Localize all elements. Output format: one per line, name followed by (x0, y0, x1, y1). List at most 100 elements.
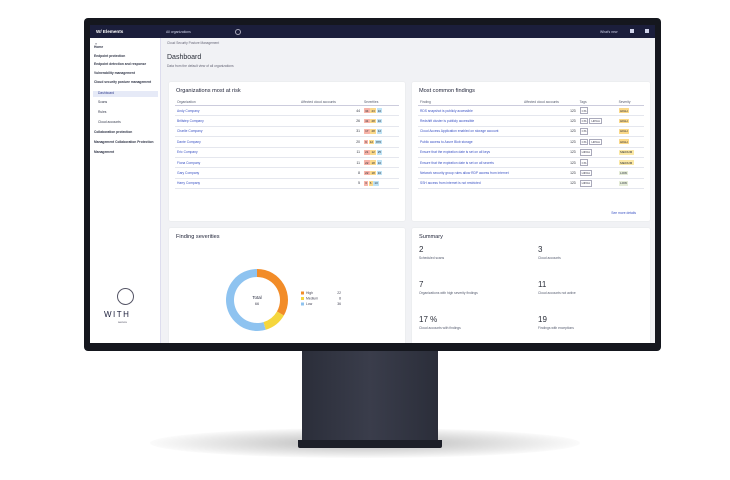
table-row: Redshift cluster is publicly accessible 1… (418, 115, 644, 127)
organization-name[interactable]: Gary Company (175, 167, 299, 179)
summary-value: 11 (538, 280, 547, 289)
column-header: Severities (361, 98, 399, 106)
whats-new[interactable]: What's new (600, 29, 618, 34)
finding-name[interactable]: SSH access from internet is not restrict… (418, 178, 522, 190)
affected-accounts: 123 (522, 167, 578, 179)
severity: HIGH (616, 136, 644, 148)
summary-label: Organizations with high severity finding… (419, 291, 478, 295)
nav-item[interactable]: Home (94, 45, 104, 49)
legend-value: 36 (337, 302, 341, 306)
breadcrumb[interactable]: Cloud Security Posture Management (167, 41, 220, 45)
organization-name[interactable]: Harry Company (175, 178, 299, 190)
table-row: Fiona Company 11 22 18 10 (175, 157, 399, 169)
severity: HIGH (616, 126, 644, 138)
legend-swatch (301, 297, 304, 300)
screen: W/ Elements All organizations What's new… (90, 25, 655, 343)
legend-swatch (301, 302, 304, 306)
nav-item[interactable]: Endpoint protection (94, 54, 126, 58)
summary-label: Cloud accounts with findings (419, 326, 461, 330)
finding-name[interactable]: Ensure that the expiration date is set o… (418, 147, 522, 158)
nav-item[interactable]: Endpoint detection and response (94, 62, 147, 66)
affected-accounts: 44 (299, 105, 362, 117)
legend-label: Low (306, 302, 313, 306)
severities: 3 6 10 (361, 178, 399, 190)
severity-chip: 16 (376, 170, 383, 176)
severity-chip: 25 (376, 149, 383, 155)
settings-icon[interactable] (235, 28, 241, 35)
severity: MEDIUM (616, 147, 644, 158)
findings-table: Finding Affected cloud accounts Tags Severi… (418, 98, 644, 190)
chat-icon[interactable] (630, 28, 634, 33)
table-row: SSH access from internet is not restrict… (418, 178, 644, 190)
legend-swatch (301, 291, 304, 295)
nav-item[interactable]: Dashboard (93, 91, 158, 97)
nav-item[interactable]: Collaboration protection (94, 130, 133, 134)
severity-chip: 41 (363, 118, 370, 124)
severity-badge: LOW (618, 181, 629, 186)
tags: CIS (577, 157, 617, 169)
severity-chip: 12 (370, 149, 376, 155)
nav-item[interactable]: Cloud security posture management (94, 80, 152, 84)
severity-chip: 6 (368, 181, 373, 186)
nav-item[interactable]: Vulnerability management (94, 71, 135, 75)
card-title: Finding severities (176, 234, 220, 240)
page-subtitle: Data from the default view of all organi… (167, 64, 234, 68)
header-row: Organization Affected cloud accounts Sever… (175, 98, 399, 106)
summary-label: Cloud accounts not active (538, 291, 576, 295)
finding-name[interactable]: Ensure that the expiration date is set o… (418, 157, 522, 169)
affected-accounts: 8 (299, 167, 362, 179)
organization-selector[interactable]: All organizations (166, 29, 191, 34)
severity-chip: 28 (370, 129, 376, 134)
donut-total: 66 (255, 302, 259, 306)
severity-chip: 22 (363, 170, 370, 176)
donut-segment (257, 269, 288, 316)
nav-item[interactable]: Management Collaboration Protection (94, 140, 154, 144)
severity-chip: 12 (376, 129, 383, 134)
severity-chip: 3 (363, 181, 368, 186)
table-row: Gary Company 8 22 18 16 (175, 167, 399, 179)
organization-name[interactable]: Fiona Company (175, 157, 299, 169)
finding-name[interactable]: Public access to Azure Blob storage (418, 136, 522, 148)
download-icon[interactable] (645, 28, 649, 33)
affected-accounts: 123 (522, 157, 578, 169)
table-row: Cloud Access Application enabled on stor… (418, 126, 644, 138)
tag: HIPAA (589, 117, 602, 125)
nav-item[interactable]: Rules (98, 110, 107, 114)
column-header: Finding (418, 98, 522, 106)
legend-value: 8 (339, 297, 341, 301)
affected-accounts: 11 (299, 147, 362, 158)
summary-value: 17 % (419, 315, 438, 324)
see-more-link[interactable]: See more details (611, 211, 636, 215)
severity-badge: HIGH (618, 139, 630, 145)
nav-item[interactable]: Management (94, 150, 115, 154)
nav-item[interactable]: Scans (98, 100, 108, 104)
finding-name[interactable]: RDS snapshot is publicly accessible (418, 105, 522, 117)
tag: CIS (579, 117, 589, 125)
column-header: Organization (175, 98, 299, 106)
finding-name[interactable]: Redshift cluster is publicly accessible (418, 115, 522, 127)
severities-card: Finding severities High 22 Medium 8 Low 36 Tot… (169, 228, 405, 343)
severity-chip: 18 (370, 160, 376, 165)
organization-name[interactable]: Brillstep Company (175, 115, 299, 127)
organization-name[interactable]: Charlie Company (175, 126, 299, 138)
summary-label: Cloud accounts (538, 256, 561, 260)
organization-name[interactable]: Eric Company (175, 147, 299, 158)
donut-segment (263, 311, 284, 330)
severity-chip: 12 (368, 139, 375, 145)
severity-badge: HIGH (618, 129, 630, 134)
finding-name[interactable]: Cloud Access Application enabled on stor… (418, 126, 522, 138)
severity-chip: 10 (376, 160, 383, 165)
summary-value: 3 (538, 245, 543, 254)
collapse-button[interactable]: « (95, 41, 98, 46)
logo-subtext: secure (118, 320, 128, 324)
legend-value: 22 (337, 291, 341, 295)
affected-accounts: 5 (299, 178, 362, 190)
organization-name[interactable]: Dante Company (175, 136, 299, 148)
tags: CIS HIPAA (577, 136, 617, 148)
nav-item[interactable]: Cloud accounts (98, 120, 121, 124)
summary-value: 19 (538, 315, 547, 324)
severities: 41 28 10 (361, 115, 399, 127)
finding-name[interactable]: Network security group rules allow RDP a… (418, 167, 522, 179)
organization-name[interactable]: Andy Company (175, 105, 299, 117)
